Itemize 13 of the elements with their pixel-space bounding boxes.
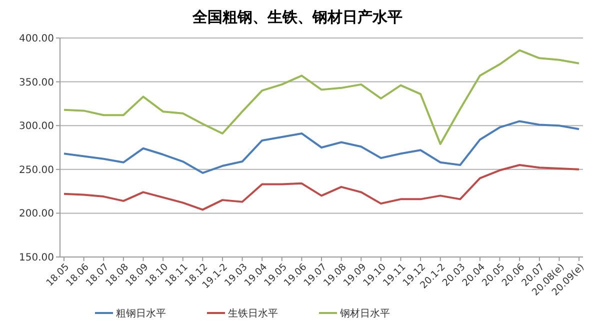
y-tick-label: 300.00 (19, 121, 54, 132)
y-tick-label: 400.00 (19, 34, 54, 44)
line-series (63, 164, 580, 211)
legend-label: 生铁日水平 (228, 308, 278, 320)
y-tick-label: 150.00 (19, 252, 54, 264)
y-tick-label: 350.00 (19, 77, 54, 88)
legend-label: 粗钢日水平 (116, 308, 166, 320)
chart-title: 全国粗钢、生铁、钢材日产水平 (192, 8, 402, 26)
y-tick-label: 250.00 (19, 164, 54, 176)
legend-label: 钢材日水平 (339, 308, 390, 320)
y-tick-label: 200.00 (19, 208, 54, 220)
line-series (63, 49, 580, 145)
line-series (63, 120, 580, 174)
